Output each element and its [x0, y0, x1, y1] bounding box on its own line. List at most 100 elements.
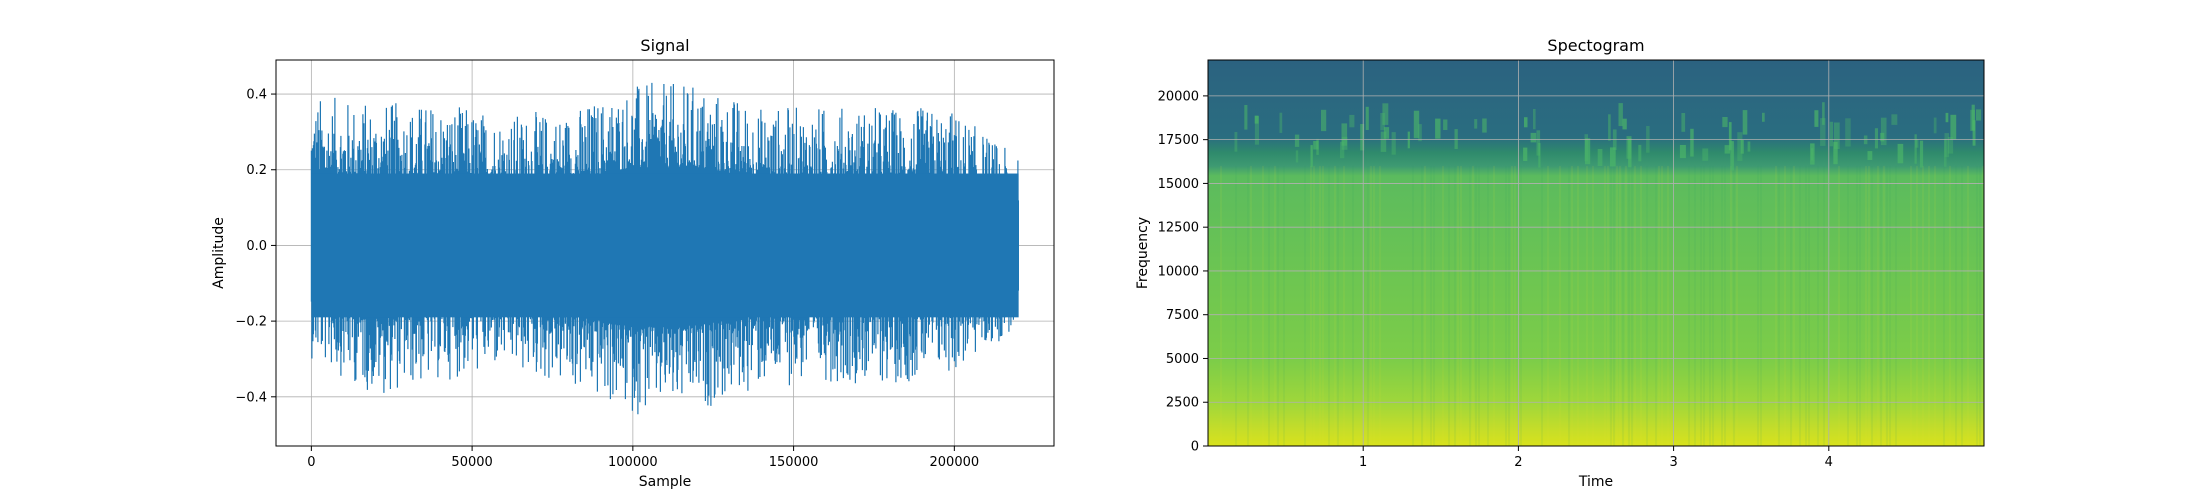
spectrogram-streak [1370, 165, 1372, 446]
spectrogram-streak [1928, 165, 1930, 446]
spectrogram-texture [1220, 102, 1984, 446]
spectrogram-streak [1808, 165, 1810, 446]
spectrogram-streak [1511, 165, 1513, 446]
spectrogram-streak [1640, 165, 1642, 446]
spectrogram-burst [1820, 118, 1826, 146]
spectrogram-burst [1321, 109, 1327, 132]
spectrogram-streak [1865, 165, 1867, 446]
spectrogram-streak [1337, 165, 1339, 446]
spectrogram-burst [1944, 133, 1949, 158]
spectrogram-streak [1982, 165, 1984, 446]
spectrogram-streak [1505, 165, 1507, 446]
spectrogram-streak [1628, 165, 1630, 446]
spectrogram-streak [1367, 165, 1369, 446]
spectrogram-burst [1950, 114, 1957, 140]
signal-x-tick-label: 150000 [769, 455, 819, 470]
spectrogram-plot-frame [1207, 59, 1985, 447]
spectrogram-x-tick-label: 1 [1359, 455, 1367, 470]
spectrogram-streak [1310, 165, 1312, 446]
spectrogram-streak [1334, 165, 1336, 446]
spectrogram-burst [1740, 140, 1744, 154]
spectrogram-burst [1584, 134, 1588, 162]
spectrogram-burst [1880, 132, 1885, 142]
spectrogram-burst [1834, 122, 1840, 149]
spectrogram-streak [1880, 165, 1882, 446]
spectrogram-y-tick-label: 7500 [1166, 308, 1199, 323]
spectrogram-streak [1586, 165, 1588, 446]
spectrogram-streak [1934, 165, 1936, 446]
spectrogram-streak [1250, 165, 1252, 446]
spectrogram-burst [1313, 141, 1319, 150]
spectrogram-burst [1244, 105, 1248, 130]
signal-chart-title: Signal [640, 36, 689, 55]
spectrogram-streak [1274, 165, 1276, 446]
spectrogram-burst [1724, 145, 1731, 154]
signal-y-ticks: −0.4 −0.2 0.0 0.2 0.4 [235, 88, 276, 405]
spectrogram-streak [1625, 165, 1627, 446]
spectrogram-streak [1859, 165, 1861, 446]
spectrogram-streak [1730, 165, 1732, 446]
spectrogram-y-tick-label: 17500 [1158, 133, 1199, 148]
spectrogram-burst [1383, 127, 1390, 139]
spectrogram-streak [1247, 165, 1249, 446]
spectrogram-burst [1845, 118, 1851, 147]
spectrogram-streak [1805, 165, 1807, 446]
signal-x-tick-label: 200000 [930, 455, 980, 470]
spectrogram-streak [1949, 165, 1951, 446]
spectrogram-streak [1235, 165, 1237, 446]
spectrogram-streak [1277, 165, 1279, 446]
spectrogram-streak [1955, 165, 1957, 446]
spectrogram-streak [1667, 165, 1669, 446]
spectrogram-burst [1880, 117, 1887, 146]
spectrogram-burst [1976, 109, 1982, 121]
spectrogram-streak [1430, 165, 1432, 446]
spectrogram-streak [1775, 165, 1777, 446]
spectrogram-streak [1373, 165, 1375, 446]
spectrogram-burst [1722, 117, 1728, 128]
spectrogram-streak [1541, 165, 1543, 446]
spectrogram-streak [1454, 165, 1456, 446]
spectrogram-streak [1700, 165, 1702, 446]
spectrogram-burst [1814, 110, 1819, 127]
spectrogram-streak [1577, 165, 1579, 446]
spectrogram-streak [1604, 165, 1606, 446]
spectrogram-streak [1343, 165, 1345, 446]
spectrogram-burst [1474, 119, 1478, 129]
spectrogram-x-ticks: 1 2 3 4 [1359, 446, 1833, 470]
spectrogram-burst [1365, 106, 1369, 130]
spectrogram-streak [1508, 165, 1510, 446]
spectrogram-burst [1360, 124, 1365, 151]
spectrogram-burst [1341, 136, 1348, 150]
signal-chart: Signal 0 50000 100000 150000 200000 −0.4 −0.2… [211, 36, 1055, 490]
spectrogram-y-ticks: 0 2500 5000 7500 10000 12500 15000 17500 20000 [1158, 89, 1208, 455]
spectrogram-burst [1947, 137, 1954, 154]
spectrogram-burst [1822, 102, 1825, 125]
spectrogram-burst [1914, 134, 1917, 164]
spectrogram-burst [1897, 143, 1904, 164]
spectrogram-burst [1538, 143, 1541, 168]
signal-y-tick-label: 0.0 [246, 239, 267, 254]
spectrogram-burst [1945, 112, 1949, 123]
spectrogram-burst [1972, 120, 1976, 146]
spectrogram-burst [1435, 118, 1441, 139]
spectrogram-streak [1877, 165, 1879, 446]
signal-x-tick-label: 0 [307, 455, 315, 470]
spectrogram-streak [1616, 165, 1618, 446]
spectrogram-streak [1724, 165, 1726, 446]
spectrogram-streak [1793, 165, 1795, 446]
spectrogram-burst [1737, 132, 1743, 161]
spectrogram-burst [1382, 103, 1389, 125]
spectrogram-streak [1304, 165, 1306, 446]
spectrogram-burst [1610, 147, 1616, 167]
spectrogram-streak [1220, 165, 1222, 446]
spectrogram-burst [1341, 123, 1348, 146]
signal-y-tick-label: 0.2 [246, 163, 267, 178]
spectrogram-streak [1817, 165, 1819, 446]
spectrogram-streak [1352, 165, 1354, 446]
spectrogram-streak [1313, 165, 1315, 446]
spectrogram-y-tick-label: 2500 [1166, 396, 1199, 411]
spectrogram-streak [1736, 165, 1738, 446]
spectrogram-burst [1618, 103, 1623, 127]
spectrogram-burst [1747, 141, 1751, 152]
